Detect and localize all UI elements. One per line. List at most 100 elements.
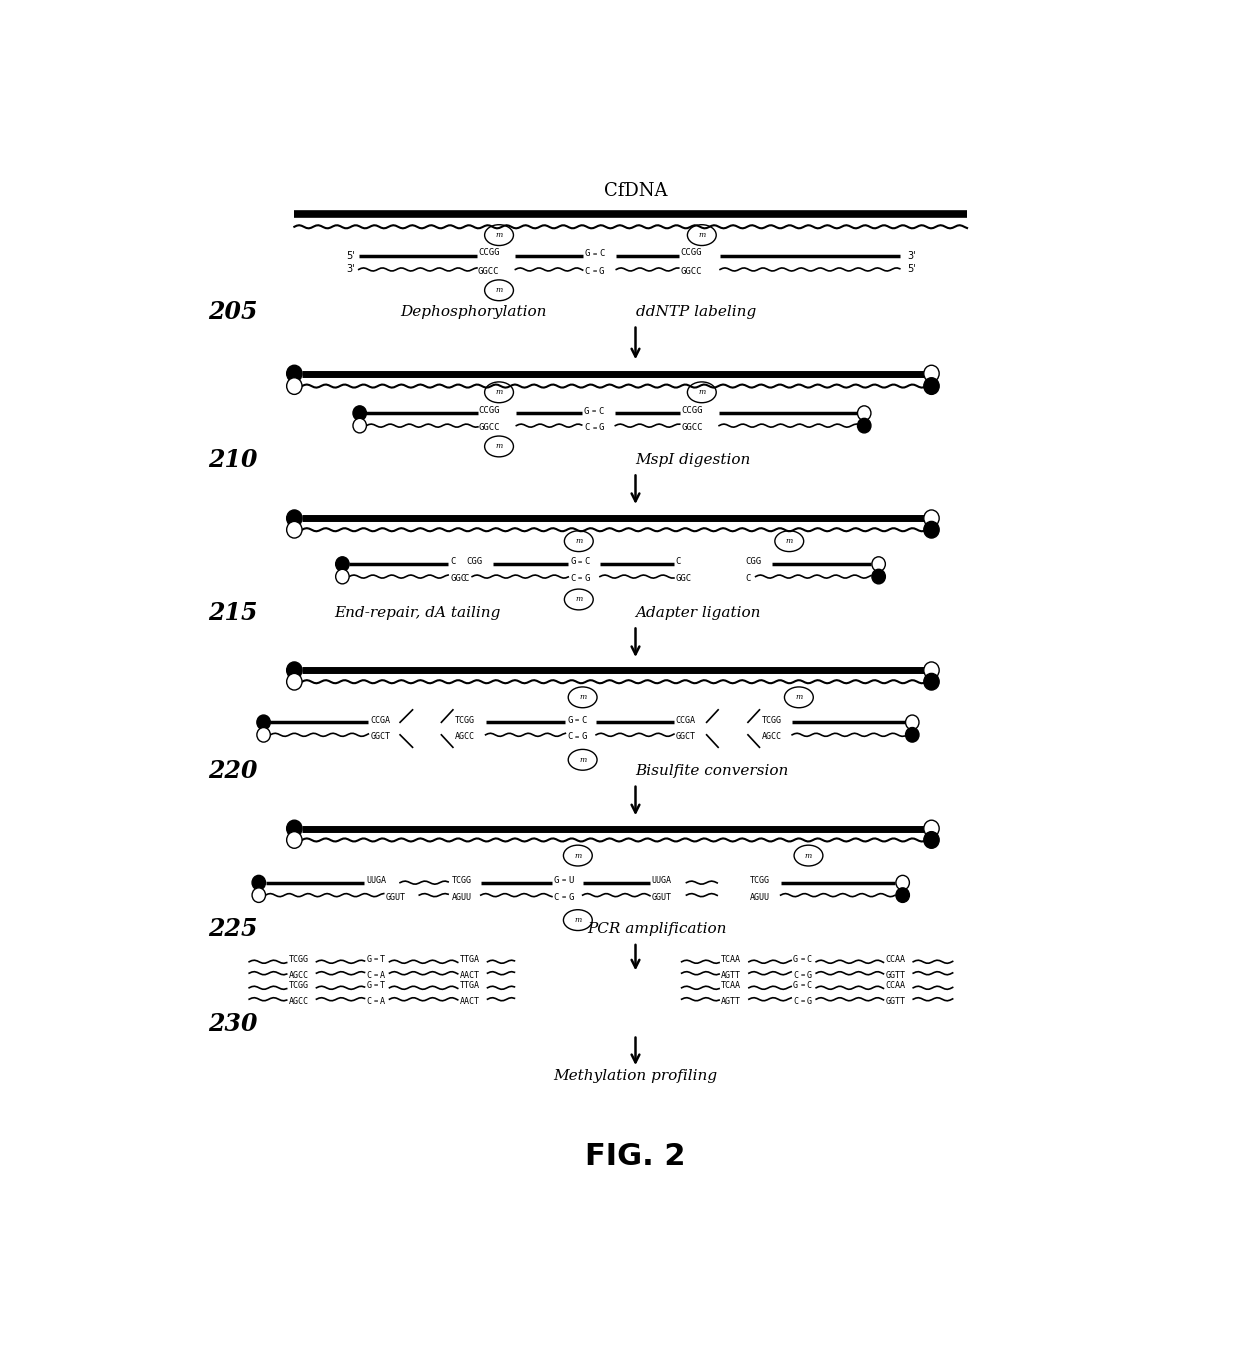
- Text: CGG: CGG: [466, 557, 482, 566]
- Text: m: m: [575, 595, 583, 603]
- Text: m: m: [805, 852, 812, 860]
- Text: CCGG: CCGG: [682, 406, 703, 415]
- Text: TCAA: TCAA: [720, 982, 742, 990]
- Text: C: C: [745, 575, 750, 583]
- Text: GGUT: GGUT: [386, 892, 405, 902]
- Text: C: C: [806, 982, 811, 990]
- Text: AGCC: AGCC: [455, 733, 475, 741]
- Text: AGTT: AGTT: [720, 971, 742, 980]
- Circle shape: [924, 365, 939, 381]
- Text: m: m: [786, 537, 792, 545]
- Text: =: =: [801, 957, 805, 963]
- Text: TCGG: TCGG: [455, 715, 475, 725]
- Text: AGTT: AGTT: [720, 996, 742, 1006]
- Text: m: m: [496, 442, 502, 450]
- Text: Dephosphorylation: Dephosphorylation: [401, 306, 547, 319]
- Circle shape: [286, 365, 303, 381]
- Text: TCGG: TCGG: [289, 955, 309, 964]
- Circle shape: [286, 831, 303, 848]
- Text: TCGG: TCGG: [451, 876, 472, 886]
- Text: =: =: [591, 408, 595, 414]
- Circle shape: [286, 522, 303, 538]
- Text: G: G: [582, 733, 587, 741]
- Text: m: m: [698, 388, 706, 396]
- Text: CCGG: CCGG: [479, 406, 501, 415]
- Text: UUGA: UUGA: [367, 876, 387, 886]
- Text: =: =: [578, 576, 582, 581]
- Text: CCAA: CCAA: [885, 982, 905, 990]
- Text: CCGA: CCGA: [371, 715, 391, 725]
- Text: G: G: [584, 575, 590, 583]
- Circle shape: [858, 406, 870, 420]
- Circle shape: [353, 406, 367, 420]
- Circle shape: [286, 510, 303, 526]
- Text: FIG. 2: FIG. 2: [585, 1142, 686, 1171]
- Text: =: =: [801, 998, 805, 1005]
- Text: G: G: [584, 407, 589, 415]
- Text: GGTT: GGTT: [885, 971, 905, 980]
- Text: G: G: [794, 955, 799, 964]
- Text: 215: 215: [208, 602, 258, 625]
- Text: m: m: [496, 231, 502, 239]
- Text: m: m: [579, 694, 587, 702]
- Text: m: m: [574, 917, 582, 925]
- Circle shape: [924, 510, 939, 526]
- Circle shape: [286, 377, 303, 395]
- Circle shape: [286, 673, 303, 690]
- Text: CCAA: CCAA: [885, 955, 905, 964]
- Text: m: m: [795, 694, 802, 702]
- Text: C: C: [570, 575, 575, 583]
- Circle shape: [924, 821, 939, 837]
- Text: m: m: [496, 388, 502, 396]
- Text: GGC: GGC: [676, 575, 692, 583]
- Text: AGUU: AGUU: [750, 892, 770, 902]
- Circle shape: [924, 831, 939, 848]
- Text: C: C: [794, 996, 799, 1006]
- Text: m: m: [698, 231, 706, 239]
- Text: T: T: [379, 955, 384, 964]
- Text: C: C: [598, 407, 604, 415]
- Text: =: =: [374, 983, 378, 988]
- Text: G: G: [806, 971, 811, 980]
- Text: =: =: [575, 718, 579, 723]
- Text: ddNTP labeling: ddNTP labeling: [635, 306, 755, 319]
- Text: C: C: [584, 423, 590, 433]
- Text: GGCT: GGCT: [371, 733, 391, 741]
- Text: G: G: [570, 557, 575, 566]
- Text: =: =: [578, 558, 582, 565]
- Text: GGCC: GGCC: [682, 423, 703, 433]
- Text: T: T: [379, 982, 384, 990]
- Text: 5': 5': [346, 251, 355, 261]
- Text: Adapter ligation: Adapter ligation: [635, 606, 761, 621]
- Circle shape: [257, 715, 270, 730]
- Text: AGUU: AGUU: [451, 892, 472, 902]
- Text: C: C: [450, 557, 455, 566]
- Text: AACT: AACT: [460, 996, 480, 1006]
- Text: A: A: [379, 996, 384, 1006]
- Text: TCGG: TCGG: [750, 876, 770, 886]
- Text: AACT: AACT: [460, 971, 480, 980]
- Circle shape: [897, 888, 909, 902]
- Text: CGG: CGG: [745, 557, 761, 566]
- Text: G: G: [584, 249, 590, 258]
- Text: =: =: [374, 957, 378, 963]
- Text: CCGA: CCGA: [676, 715, 696, 725]
- Text: =: =: [562, 894, 565, 900]
- Text: AGCC: AGCC: [761, 733, 781, 741]
- Text: C: C: [676, 557, 681, 566]
- Text: G: G: [554, 876, 559, 886]
- Text: G: G: [367, 955, 372, 964]
- Text: 220: 220: [208, 760, 258, 783]
- Text: GGCT: GGCT: [676, 733, 696, 741]
- Text: 230: 230: [208, 1013, 258, 1036]
- Text: =: =: [593, 269, 596, 274]
- Circle shape: [286, 662, 303, 679]
- Text: G: G: [794, 982, 799, 990]
- Text: G: G: [367, 982, 372, 990]
- Text: GGCC: GGCC: [479, 423, 501, 433]
- Text: TTGA: TTGA: [460, 955, 480, 964]
- Text: GGCC: GGCC: [681, 268, 702, 276]
- Text: 205: 205: [208, 300, 258, 324]
- Text: 5': 5': [908, 265, 916, 274]
- Circle shape: [872, 557, 885, 572]
